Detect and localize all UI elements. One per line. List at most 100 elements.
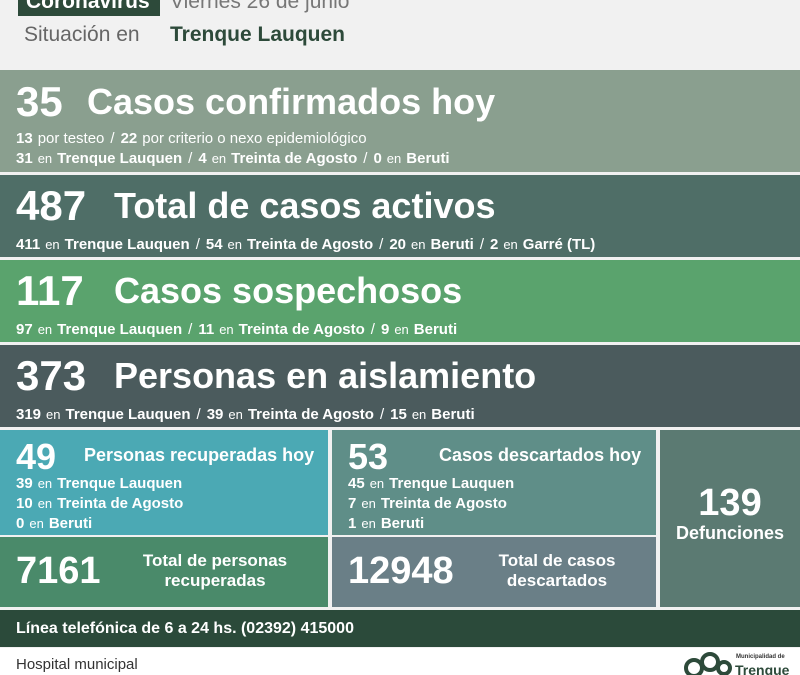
separator: / bbox=[379, 236, 384, 253]
panel-confirmed: 35 Casos confirmados hoy 13 por testeo / 22 po… bbox=[0, 70, 800, 172]
preposition: en bbox=[361, 496, 376, 511]
place: Beruti bbox=[48, 515, 93, 532]
preposition: en bbox=[227, 237, 243, 252]
preposition: en bbox=[411, 407, 427, 422]
box-total-recovered: 7161 Total de personas recuperadas bbox=[0, 537, 328, 607]
breakdown-line: 31 en Trenque Lauquen / 4 en Treinta de Agosto… bbox=[16, 150, 450, 167]
box-title: Personas recuperadas hoy bbox=[84, 445, 315, 465]
preposition: en bbox=[369, 476, 385, 491]
count: 45 bbox=[348, 475, 365, 492]
preposition: en bbox=[394, 322, 409, 337]
hotline-bar: Línea telefónica de 6 a 24 hs. (02392) 4… bbox=[0, 610, 800, 647]
place: Beruti bbox=[413, 321, 458, 338]
description: por criterio o nexo epidemiológico bbox=[142, 130, 367, 147]
count: 0 bbox=[16, 515, 25, 532]
panel-title: Casos sospechosos bbox=[114, 270, 463, 311]
count: 39 bbox=[16, 475, 33, 492]
separator: / bbox=[370, 321, 375, 338]
count: 13 bbox=[16, 130, 33, 147]
count: 31 bbox=[16, 150, 33, 167]
panel-suspected: 117 Casos sospechosos 97 en Trenque Lauquen /… bbox=[0, 260, 800, 342]
place: Trenque Lauquen bbox=[389, 475, 515, 492]
city: Trenque Lauquen bbox=[170, 23, 346, 46]
preposition: en bbox=[228, 407, 243, 422]
preposition: en bbox=[37, 476, 53, 491]
place: Treinta de Agosto bbox=[380, 495, 507, 512]
place: Beruti bbox=[431, 406, 475, 423]
panel-number: 373 bbox=[16, 352, 87, 399]
box-recovered: 49 Personas recuperadas hoy 39 en Trenque La… bbox=[0, 430, 328, 535]
box-title: Casos descartados hoy bbox=[439, 445, 642, 465]
total-label: Total de casos descartados bbox=[498, 551, 616, 590]
separator: / bbox=[110, 130, 115, 147]
separator: / bbox=[196, 406, 201, 423]
footer-text: Hospital municipal bbox=[16, 656, 138, 673]
preposition: en bbox=[37, 496, 53, 511]
separator: / bbox=[363, 150, 368, 167]
preposition: en bbox=[211, 151, 227, 166]
count: 22 bbox=[120, 130, 138, 147]
place: Garré (TL) bbox=[522, 236, 596, 253]
preposition: en bbox=[503, 237, 518, 252]
preposition: en bbox=[46, 407, 61, 422]
place: Trenque Lauquen bbox=[64, 236, 190, 253]
panel-title: Casos confirmados hoy bbox=[87, 81, 496, 122]
box-total-discarded: 12948 Total de casos descartados bbox=[332, 537, 656, 607]
panel-active: 487 Total de casos activos 411 en Trenque La… bbox=[0, 175, 800, 257]
count: 411 bbox=[16, 236, 41, 253]
count: 319 bbox=[16, 406, 42, 423]
count: 4 bbox=[198, 150, 207, 167]
separator: / bbox=[188, 150, 193, 167]
count: 1 bbox=[348, 515, 357, 532]
situation: Situación en bbox=[24, 23, 140, 46]
separator: / bbox=[379, 406, 385, 423]
total-label: Total de personas recuperadas bbox=[142, 551, 288, 590]
preposition: en bbox=[411, 237, 426, 252]
separator: / bbox=[479, 236, 484, 253]
count: 11 bbox=[198, 321, 215, 338]
breakdown-line: 10 en Treinta de Agosto bbox=[16, 495, 183, 512]
panel-title: Personas en aislamiento bbox=[114, 355, 537, 396]
deaths-label: Defunciones bbox=[675, 523, 785, 543]
badge-bg bbox=[18, 0, 160, 16]
place: Trenque Lauquen bbox=[57, 321, 183, 338]
place: Trenque Lauquen bbox=[57, 150, 183, 167]
separator: / bbox=[188, 321, 193, 338]
count: 0 bbox=[373, 150, 382, 167]
place: Trenque Lauquen bbox=[57, 475, 183, 492]
panel-number: 35 bbox=[16, 78, 63, 125]
logo-small: Municipalidad de bbox=[736, 654, 785, 660]
preposition: en bbox=[361, 516, 376, 531]
box-number: 53 bbox=[348, 436, 389, 477]
panel-isolation: 373 Personas en aislamiento 319 en Trenque L… bbox=[0, 345, 800, 427]
preposition: en bbox=[37, 322, 53, 337]
logo-icon bbox=[684, 652, 732, 675]
badge: Coronavirus bbox=[26, 0, 150, 13]
description: por testeo bbox=[37, 130, 105, 147]
breakdown-line: 1 en Beruti bbox=[348, 515, 424, 532]
breakdown-line: 39 en Trenque Lauquen bbox=[16, 475, 182, 492]
logo-big: Trenque bbox=[735, 662, 790, 675]
preposition: en bbox=[219, 322, 234, 337]
place: Beruti bbox=[380, 515, 425, 532]
breakdown-line: 411 en Trenque Lauquen / 54 en Treinta de Agos… bbox=[16, 236, 595, 253]
count: 54 bbox=[205, 236, 223, 253]
place: Treinta de Agosto bbox=[57, 495, 184, 512]
deaths-number: 139 bbox=[698, 482, 762, 524]
date: Viernes 26 de junio bbox=[170, 0, 350, 13]
panel-number: 117 bbox=[16, 267, 84, 314]
total-number: 12948 bbox=[348, 550, 454, 592]
count: 97 bbox=[16, 321, 33, 338]
place: Trenque Lauquen bbox=[65, 406, 191, 423]
total-number: 7161 bbox=[16, 550, 101, 592]
hotline: Línea telefónica de 6 a 24 hs. (02392) 4… bbox=[16, 620, 354, 637]
panel-number: 487 bbox=[16, 182, 87, 229]
place: Treinta de Agosto bbox=[238, 321, 365, 338]
box-deaths: 139 Defunciones bbox=[660, 430, 800, 607]
breakdown-line: 319 en Trenque Lauquen / 39 en Treinta de Agos… bbox=[16, 406, 475, 423]
count: 7 bbox=[348, 495, 357, 512]
breakdown-line: 45 en Trenque Lauquen bbox=[348, 475, 514, 492]
count: 2 bbox=[489, 236, 499, 253]
breakdown-line: 0 en Beruti bbox=[16, 515, 92, 532]
